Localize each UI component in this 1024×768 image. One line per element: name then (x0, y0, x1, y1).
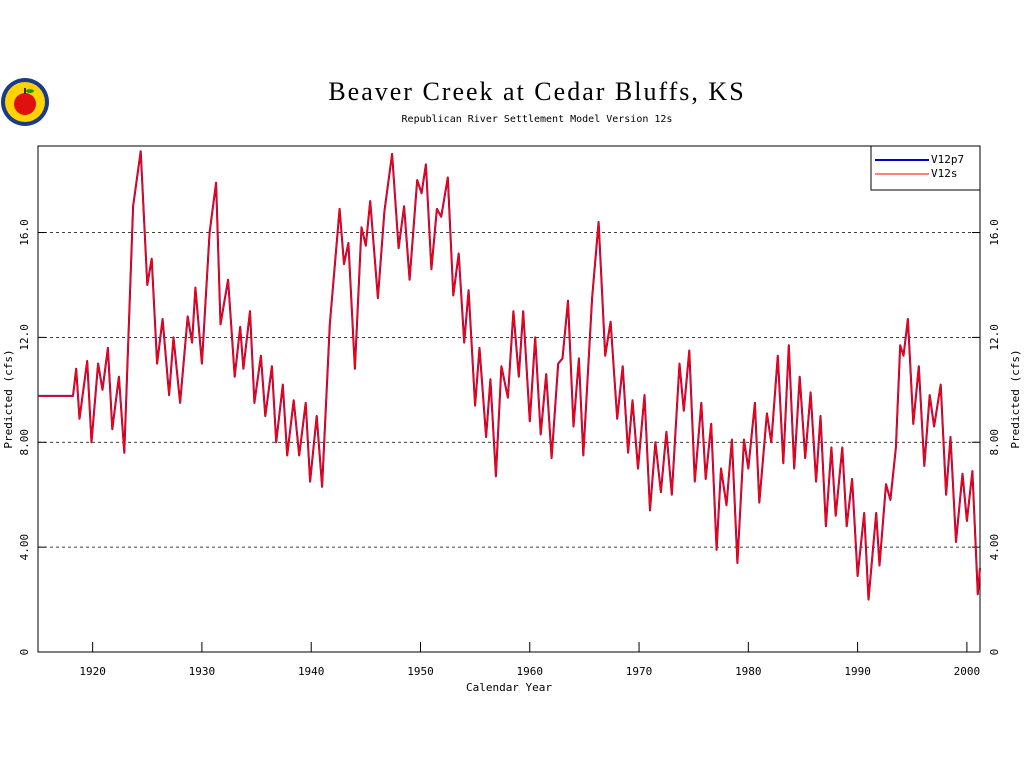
x-tick-label: 1990 (844, 665, 871, 678)
x-tick-label: 1960 (517, 665, 544, 678)
chart-subtitle: Republican River Settlement Model Versio… (402, 114, 673, 125)
y2-tick-label: 12.0 (988, 324, 1001, 351)
x-tick-label: 1950 (407, 665, 434, 678)
y2-tick-label: 8.00 (988, 429, 1001, 456)
x-tick-label: 1980 (735, 665, 762, 678)
y-tick-label: 0 (18, 649, 31, 656)
y-tick-label: 16.0 (18, 219, 31, 246)
logo (1, 78, 49, 126)
y-axis-label: Predicted (cfs) (2, 349, 15, 448)
y2-axis-label: Predicted (cfs) (1009, 349, 1022, 448)
x-axis-label: Calendar Year (466, 681, 552, 694)
chart-title: Beaver Creek at Cedar Bluffs, KS (328, 77, 745, 106)
legend-box (870, 145, 981, 191)
y-tick-label: 8.00 (18, 429, 31, 456)
plot-frame (37, 145, 981, 653)
x-tick-label: 1970 (626, 665, 653, 678)
x-tick-label: 1930 (189, 665, 216, 678)
y2-tick-label: 16.0 (988, 219, 1001, 246)
y-tick-label: 12.0 (18, 324, 31, 351)
y2-tick-label: 4.00 (988, 534, 1001, 561)
y-tick-label: 4.00 (18, 534, 31, 561)
legend-label: V12s (931, 167, 958, 180)
data-line (38, 150, 981, 601)
x-tick-label: 1920 (79, 665, 106, 678)
x-tick-label: 1940 (298, 665, 325, 678)
y2-tick-label: 0 (988, 649, 1001, 656)
x-tick-label: 2000 (954, 665, 981, 678)
legend-label: V12p7 (931, 153, 964, 166)
